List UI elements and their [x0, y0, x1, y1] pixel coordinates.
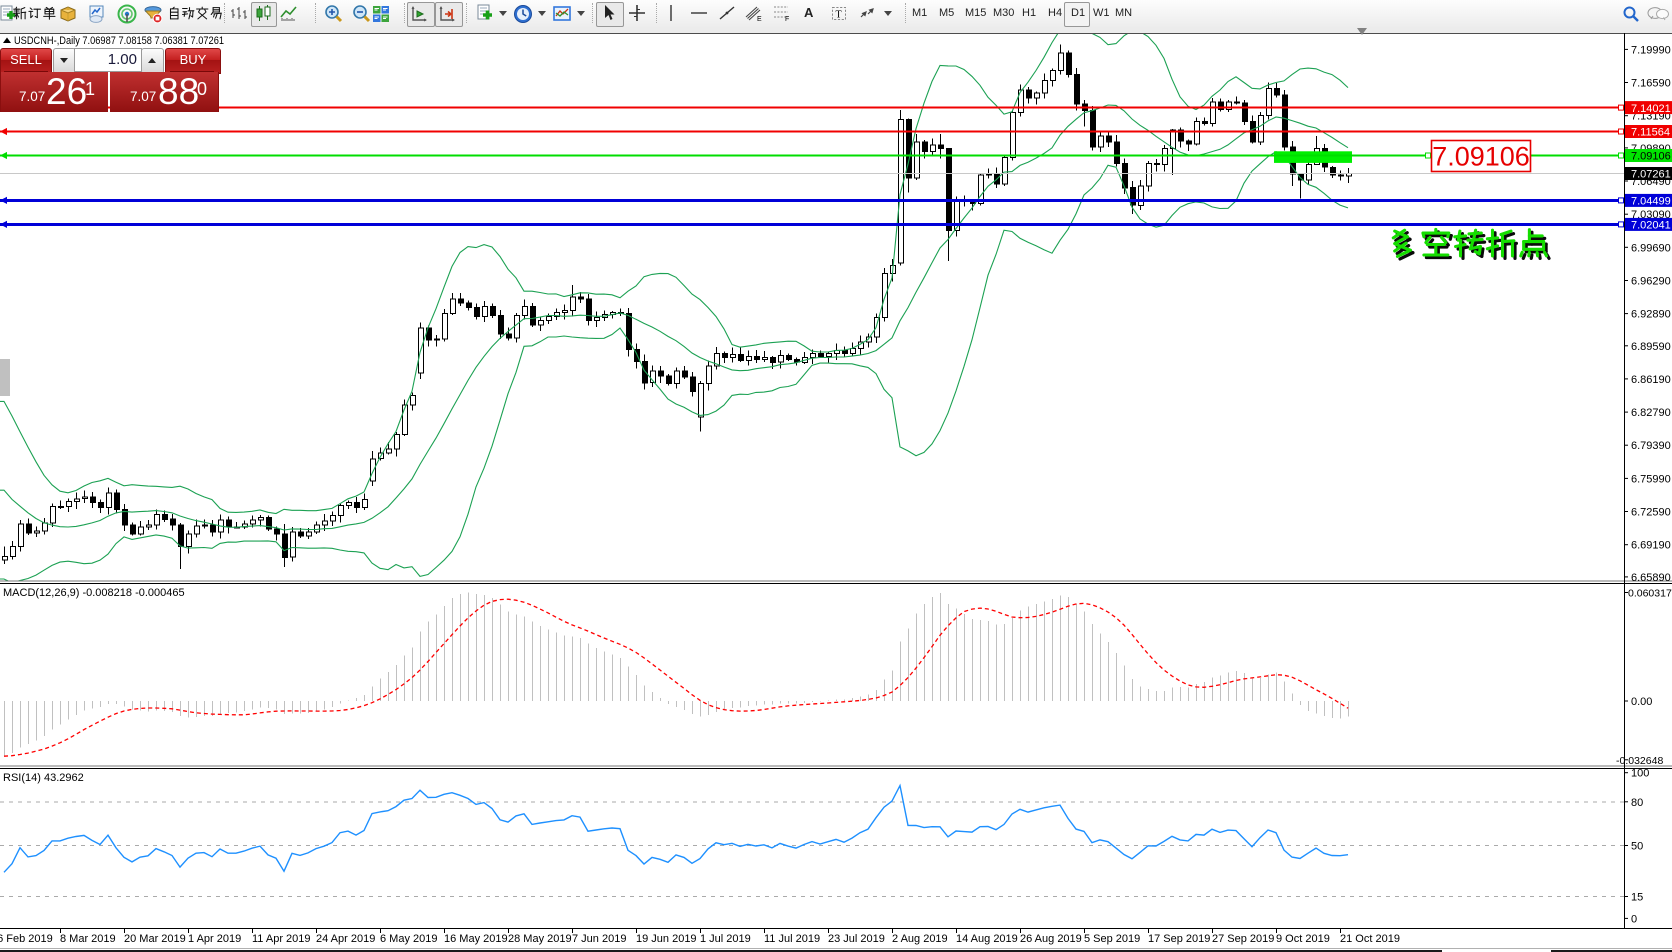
svg-text:5 Sep 2019: 5 Sep 2019: [1084, 933, 1140, 945]
svg-text:7.07261: 7.07261: [1631, 169, 1671, 181]
svg-text:E: E: [757, 16, 762, 22]
svg-text:2 Aug 2019: 2 Aug 2019: [892, 933, 948, 945]
svg-text:6.89590: 6.89590: [1631, 341, 1671, 353]
svg-text:27 Sep 2019: 27 Sep 2019: [1212, 933, 1274, 945]
svg-text:50: 50: [1631, 841, 1643, 853]
svg-text:7 Jun 2019: 7 Jun 2019: [572, 933, 626, 945]
svg-text:0: 0: [1631, 913, 1637, 925]
svg-text:20 Mar 2019: 20 Mar 2019: [124, 933, 186, 945]
svg-text:19 Jun 2019: 19 Jun 2019: [636, 933, 697, 945]
svg-text:14 Aug 2019: 14 Aug 2019: [956, 933, 1018, 945]
svg-text:23 Jul 2019: 23 Jul 2019: [828, 933, 885, 945]
svg-text:0.00: 0.00: [1631, 696, 1652, 708]
svg-text:6.65890: 6.65890: [1631, 572, 1671, 584]
svg-text:1 Jul 2019: 1 Jul 2019: [700, 933, 751, 945]
svg-text:7.02041: 7.02041: [1631, 220, 1671, 232]
svg-text:-0.032648: -0.032648: [1616, 755, 1663, 767]
svg-text:8 Mar 2019: 8 Mar 2019: [60, 933, 116, 945]
svg-text:T: T: [836, 10, 842, 21]
svg-text:6.69190: 6.69190: [1631, 540, 1671, 552]
svg-text:7.14021: 7.14021: [1631, 103, 1671, 115]
svg-text:MACD(12,26,9) -0.008218 -0.000: MACD(12,26,9) -0.008218 -0.000465: [3, 587, 185, 599]
svg-text:6.92890: 6.92890: [1631, 309, 1671, 321]
svg-text:RSI(14) 43.2962: RSI(14) 43.2962: [3, 772, 84, 784]
svg-text:6.79390: 6.79390: [1631, 440, 1671, 452]
svg-text:7.16590: 7.16590: [1631, 78, 1671, 90]
svg-text:USDCNH-,Daily 7.06987 7.08158: USDCNH-,Daily 7.06987 7.08158 7.06381 7.…: [14, 35, 224, 47]
svg-text:6.99690: 6.99690: [1631, 242, 1671, 254]
svg-text:100: 100: [1631, 768, 1649, 780]
svg-text:16 May 2019: 16 May 2019: [444, 933, 508, 945]
svg-text:15: 15: [1631, 892, 1643, 904]
svg-text:0.060317: 0.060317: [1628, 588, 1672, 600]
svg-text:28 May 2019: 28 May 2019: [508, 933, 572, 945]
svg-text:7.09106: 7.09106: [1631, 151, 1671, 163]
svg-text:6.86190: 6.86190: [1631, 374, 1671, 386]
svg-text:24 Apr 2019: 24 Apr 2019: [316, 933, 375, 945]
svg-text:6.72590: 6.72590: [1631, 507, 1671, 519]
svg-text:7.09106: 7.09106: [1432, 142, 1530, 172]
svg-text:9 Oct 2019: 9 Oct 2019: [1276, 933, 1330, 945]
svg-text:17 Sep 2019: 17 Sep 2019: [1148, 933, 1210, 945]
svg-text:7.19990: 7.19990: [1631, 44, 1671, 56]
svg-text:6.75990: 6.75990: [1631, 473, 1671, 485]
svg-text:26 Feb 2019: 26 Feb 2019: [0, 933, 53, 945]
svg-text:6.96290: 6.96290: [1631, 276, 1671, 288]
svg-text:6 May 2019: 6 May 2019: [380, 933, 437, 945]
svg-text:6.82790: 6.82790: [1631, 407, 1671, 419]
svg-text:1 Apr 2019: 1 Apr 2019: [188, 933, 241, 945]
svg-text:21 Oct 2019: 21 Oct 2019: [1340, 933, 1400, 945]
svg-text:11 Apr 2019: 11 Apr 2019: [252, 933, 311, 945]
svg-text:7.11564: 7.11564: [1631, 127, 1670, 139]
svg-text:26 Aug 2019: 26 Aug 2019: [1020, 933, 1082, 945]
svg-text:80: 80: [1631, 797, 1643, 809]
svg-text:F: F: [785, 16, 789, 22]
svg-text:11 Jul 2019: 11 Jul 2019: [764, 933, 820, 945]
svg-text:7.04499: 7.04499: [1631, 196, 1671, 208]
